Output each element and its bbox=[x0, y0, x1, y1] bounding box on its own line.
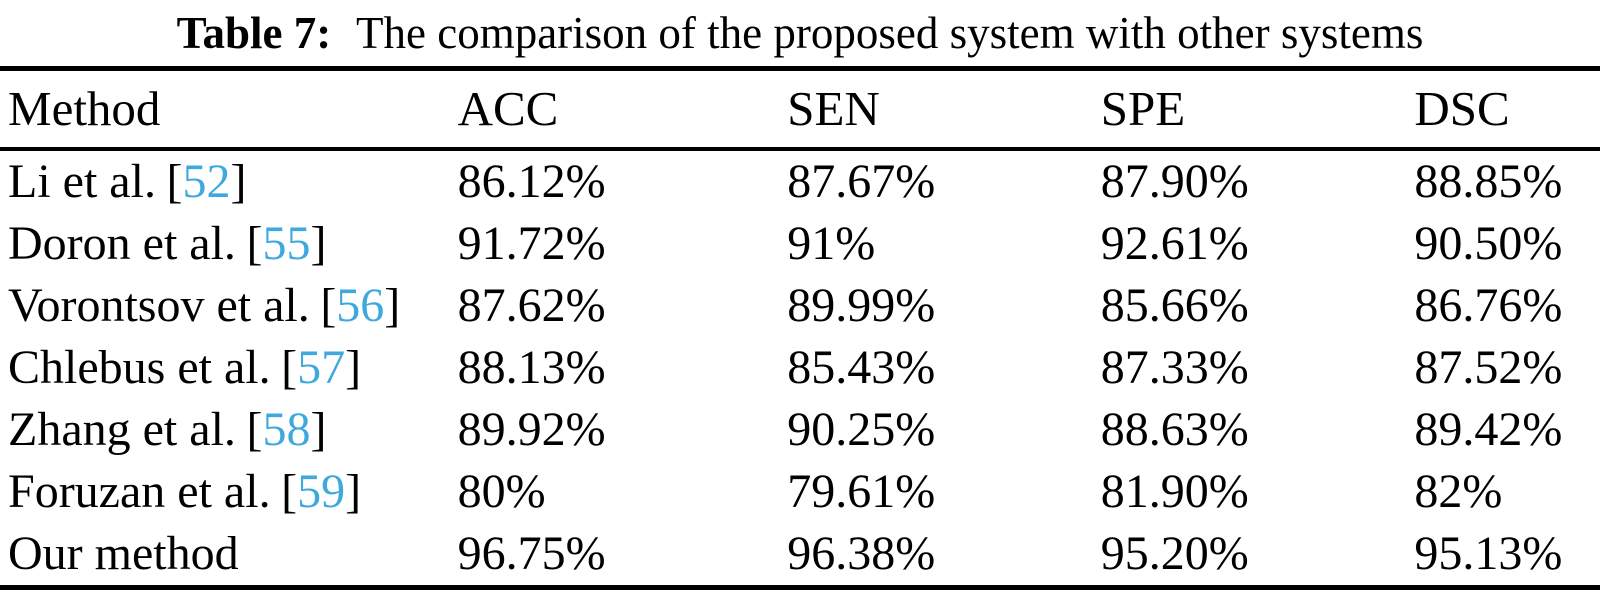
method-name: Doron et al. bbox=[8, 217, 236, 270]
acc-cell: 86.12% bbox=[457, 155, 606, 208]
method-name: Li et al. bbox=[8, 155, 156, 208]
dsc-cell: 88.85% bbox=[1414, 155, 1563, 208]
citation-ref-link[interactable]: 55 bbox=[262, 217, 311, 270]
citation-bracket-open: [ bbox=[281, 341, 298, 394]
spe-cell: 87.90% bbox=[1100, 155, 1249, 208]
acc-cell: 80% bbox=[457, 465, 546, 518]
citation-ref-link[interactable]: 52 bbox=[182, 155, 231, 208]
method-name: Vorontsov et al. bbox=[8, 279, 310, 332]
method-cell: Zhang et al. [58] bbox=[0, 399, 458, 461]
acc-cell: 88.13% bbox=[457, 341, 606, 394]
spe-cell: 92.61% bbox=[1100, 217, 1249, 270]
method-name: Our method bbox=[8, 527, 239, 580]
sen-cell: 87.67% bbox=[787, 155, 936, 208]
citation-bracket-close: ] bbox=[345, 465, 362, 518]
citation-bracket-close: ] bbox=[230, 155, 247, 208]
col-header-dsc: DSC bbox=[1414, 68, 1600, 151]
table-caption-label: Table 7: bbox=[176, 8, 332, 58]
col-header-acc: ACC bbox=[457, 68, 788, 151]
spe-cell: 88.63% bbox=[1100, 403, 1249, 456]
table-row: Chlebus et al. [57] 88.13% 85.43% 87.33% … bbox=[0, 337, 1600, 399]
citation: [55] bbox=[246, 217, 326, 270]
acc-cell: 87.62% bbox=[457, 279, 606, 332]
spe-cell: 95.20% bbox=[1100, 527, 1249, 580]
method-cell: Vorontsov et al. [56] bbox=[0, 275, 458, 337]
table-row: Our method 96.75% 96.38% 95.20% 95.13% bbox=[0, 523, 1600, 588]
dsc-cell: 90.50% bbox=[1414, 217, 1563, 270]
sen-cell: 85.43% bbox=[787, 341, 936, 394]
method-cell: Chlebus et al. [57] bbox=[0, 337, 458, 399]
table-row: Doron et al. [55] 91.72% 91% 92.61% 90.50… bbox=[0, 213, 1600, 275]
table-row: Vorontsov et al. [56] 87.62% 89.99% 85.66… bbox=[0, 275, 1600, 337]
acc-cell: 89.92% bbox=[457, 403, 606, 456]
citation: [59] bbox=[281, 465, 361, 518]
citation-bracket-close: ] bbox=[384, 279, 401, 332]
citation-ref-link[interactable]: 59 bbox=[297, 465, 346, 518]
method-name: Chlebus et al. bbox=[8, 341, 271, 394]
header-row: Method ACC SEN SPE DSC bbox=[0, 68, 1600, 151]
col-header-sen: SEN bbox=[787, 68, 1101, 151]
table-row: Zhang et al. [58] 89.92% 90.25% 88.63% 89… bbox=[0, 399, 1600, 461]
col-header-method: Method bbox=[0, 68, 458, 151]
citation-bracket-open: [ bbox=[246, 403, 263, 456]
method-cell: Foruzan et al. [59] bbox=[0, 461, 458, 523]
comparison-table: Method ACC SEN SPE DSC Li et al. [52] 86.… bbox=[0, 66, 1600, 590]
citation: [58] bbox=[246, 403, 326, 456]
acc-cell: 96.75% bbox=[457, 527, 606, 580]
dsc-cell: 86.76% bbox=[1414, 279, 1563, 332]
citation-ref-link[interactable]: 58 bbox=[262, 403, 311, 456]
citation-bracket-open: [ bbox=[166, 155, 183, 208]
citation-bracket-open: [ bbox=[281, 465, 298, 518]
spe-cell: 85.66% bbox=[1100, 279, 1249, 332]
col-header-spe: SPE bbox=[1100, 68, 1415, 151]
method-cell: Li et al. [52] bbox=[0, 149, 458, 213]
dsc-cell: 82% bbox=[1414, 465, 1503, 518]
citation: [56] bbox=[320, 279, 400, 332]
citation-bracket-open: [ bbox=[320, 279, 337, 332]
sen-cell: 91% bbox=[787, 217, 876, 270]
sen-cell: 89.99% bbox=[787, 279, 936, 332]
citation-bracket-close: ] bbox=[345, 341, 362, 394]
dsc-cell: 89.42% bbox=[1414, 403, 1563, 456]
sen-cell: 90.25% bbox=[787, 403, 936, 456]
citation-bracket-open: [ bbox=[246, 217, 263, 270]
acc-cell: 91.72% bbox=[457, 217, 606, 270]
table-caption-text: The comparison of the proposed system wi… bbox=[356, 8, 1424, 58]
citation-ref-link[interactable]: 56 bbox=[336, 279, 385, 332]
spe-cell: 81.90% bbox=[1100, 465, 1249, 518]
citation-bracket-close: ] bbox=[310, 217, 327, 270]
table-caption: Table 7: The comparison of the proposed s… bbox=[0, 0, 1600, 66]
spe-cell: 87.33% bbox=[1100, 341, 1249, 394]
method-name: Zhang et al. bbox=[8, 403, 236, 456]
dsc-cell: 87.52% bbox=[1414, 341, 1563, 394]
method-cell: Our method bbox=[0, 523, 458, 588]
citation-bracket-close: ] bbox=[310, 403, 327, 456]
citation: [57] bbox=[281, 341, 361, 394]
table-row: Li et al. [52] 86.12% 87.67% 87.90% 88.85… bbox=[0, 149, 1600, 213]
citation: [52] bbox=[166, 155, 246, 208]
table-row: Foruzan et al. [59] 80% 79.61% 81.90% 82% bbox=[0, 461, 1600, 523]
method-name: Foruzan et al. bbox=[8, 465, 271, 518]
method-cell: Doron et al. [55] bbox=[0, 213, 458, 275]
citation-ref-link[interactable]: 57 bbox=[297, 341, 346, 394]
dsc-cell: 95.13% bbox=[1414, 527, 1563, 580]
sen-cell: 96.38% bbox=[787, 527, 936, 580]
sen-cell: 79.61% bbox=[787, 465, 936, 518]
